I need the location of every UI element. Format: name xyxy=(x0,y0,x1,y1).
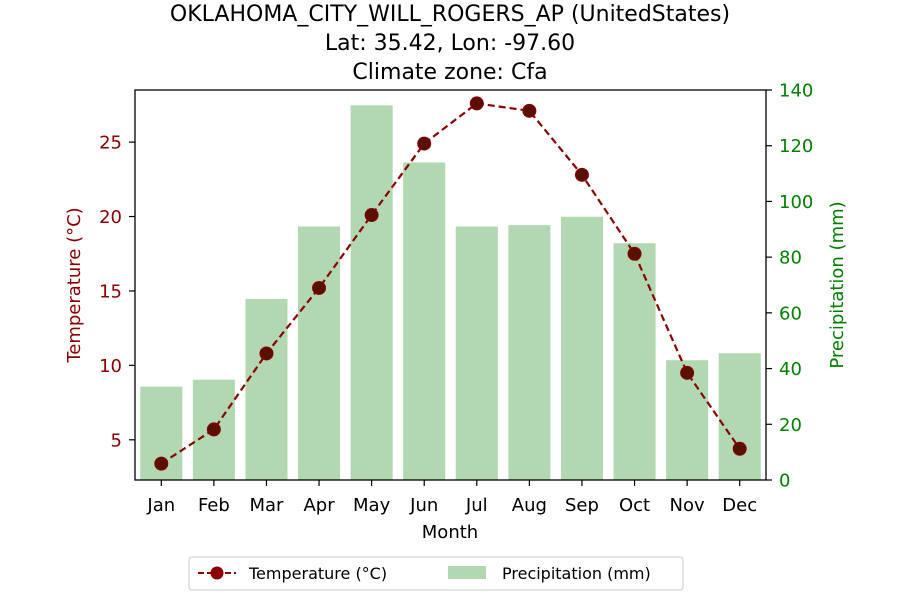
left-tick-label: 5 xyxy=(111,430,122,451)
precipitation-bar xyxy=(245,298,288,480)
x-tick-label: Jul xyxy=(465,495,488,516)
x-tick-label: Oct xyxy=(619,495,650,516)
left-tick-label: 15 xyxy=(99,281,122,302)
precipitation-bar xyxy=(350,105,393,481)
legend-precipitation-swatch xyxy=(448,566,486,579)
right-tick-label: 40 xyxy=(779,359,802,380)
right-tick-label: 60 xyxy=(779,303,802,324)
precipitation-bar xyxy=(455,226,498,480)
x-tick-label: Dec xyxy=(722,495,757,516)
right-tick-label: 100 xyxy=(779,192,813,213)
precipitation-bar xyxy=(560,216,603,480)
left-y-axis-label: Temperature (°C) xyxy=(64,207,85,363)
temperature-point xyxy=(259,346,274,361)
legend-box xyxy=(188,556,684,591)
temperature-line xyxy=(154,96,747,471)
precipitation-bar xyxy=(298,226,341,480)
temperature-point xyxy=(364,208,379,223)
temperature-point xyxy=(680,365,695,380)
legend-temperature-marker xyxy=(210,566,224,580)
right-tick-label: 0 xyxy=(779,471,790,492)
x-tick-label: Feb xyxy=(198,495,230,516)
x-axis: Jan Feb Mar Apr May Jun Jul Aug Sep Oct Nov Dec xyxy=(146,480,757,516)
x-tick-label: Apr xyxy=(303,495,335,516)
temperature-point xyxy=(732,441,747,456)
precipitation-bars xyxy=(140,105,761,481)
legend: Temperature (°C) Precipitation (mm) xyxy=(188,556,684,591)
right-tick-label: 120 xyxy=(779,136,813,157)
x-tick-label: Sep xyxy=(565,495,599,516)
precipitation-bar xyxy=(666,360,709,480)
temperature-point xyxy=(469,96,484,111)
temperature-point xyxy=(522,103,537,118)
chart-title-line: Climate zone: Cfa xyxy=(352,60,547,85)
right-y-axis-label: Precipitation (mm) xyxy=(827,201,848,368)
left-tick-label: 20 xyxy=(99,207,122,228)
x-axis-label: Month xyxy=(422,522,478,543)
x-tick-label: Jun xyxy=(409,495,438,516)
chart-title: OKLAHOMA_CITY_WILL_ROGERS_AP (UnitedStat… xyxy=(170,2,730,85)
right-y-axis: 0 20 40 60 80 100 120 140 xyxy=(766,81,813,492)
temperature-point xyxy=(206,422,221,437)
precipitation-bar xyxy=(718,353,761,480)
left-tick-label: 25 xyxy=(99,133,122,154)
precipitation-bar xyxy=(508,225,551,480)
temperature-point xyxy=(312,280,327,295)
legend-temperature-label: Temperature (°C) xyxy=(248,564,387,583)
temperature-point xyxy=(627,246,642,261)
x-tick-label: May xyxy=(353,495,391,516)
plot-frame xyxy=(134,89,767,481)
x-tick-label: Mar xyxy=(249,495,284,516)
precipitation-bar xyxy=(403,162,446,480)
right-tick-label: 140 xyxy=(779,81,813,102)
right-tick-label: 80 xyxy=(779,248,802,269)
precipitation-bar xyxy=(613,243,656,480)
x-tick-label: Aug xyxy=(512,495,547,516)
right-tick-label: 20 xyxy=(779,415,802,436)
x-tick-label: Nov xyxy=(670,495,705,516)
temperature-point xyxy=(154,456,169,471)
temperature-point xyxy=(417,136,432,151)
legend-precipitation-label: Precipitation (mm) xyxy=(502,564,651,583)
chart-title-line: Lat: 35.42, Lon: -97.60 xyxy=(325,31,575,56)
chart-title-line: OKLAHOMA_CITY_WILL_ROGERS_AP (UnitedStat… xyxy=(170,2,730,27)
left-y-axis: 5 10 15 20 25 xyxy=(99,133,135,451)
x-tick-label: Jan xyxy=(146,495,175,516)
left-tick-label: 10 xyxy=(99,356,122,377)
temperature-point xyxy=(574,167,589,182)
